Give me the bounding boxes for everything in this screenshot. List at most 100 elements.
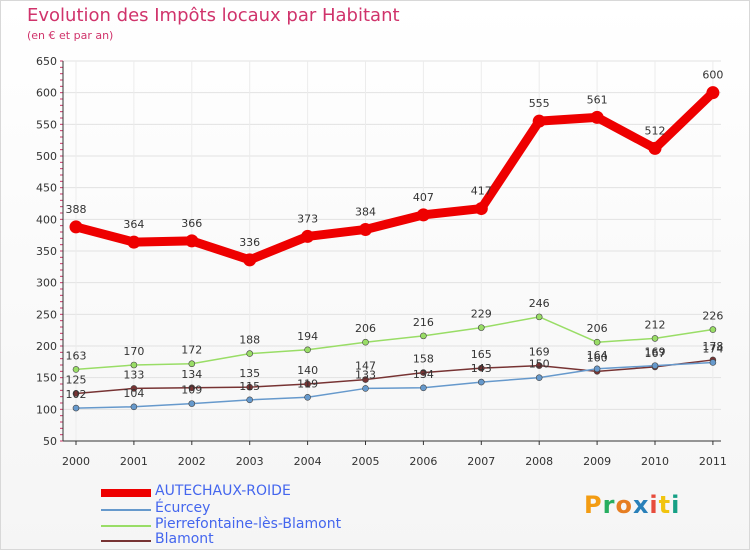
y-tick-label: 550 [36, 118, 57, 131]
data-label: 226 [702, 310, 723, 323]
legend-label: AUTECHAUX-ROIDE [155, 483, 291, 499]
y-tick-label: 50 [43, 435, 57, 448]
y-tick-label: 500 [36, 150, 57, 163]
x-tick-label: 2009 [583, 455, 611, 468]
data-point [474, 202, 488, 216]
x-tick-label: 2001 [120, 455, 148, 468]
data-point [130, 403, 138, 411]
data-label: 147 [355, 360, 376, 373]
chart-title: Evolution des Impôts locaux par Habitant [27, 5, 400, 26]
data-point [477, 364, 485, 372]
data-label: 336 [239, 236, 260, 249]
data-label: 143 [471, 362, 492, 375]
data-point [246, 383, 253, 391]
data-point [362, 338, 369, 346]
series-line-Écurcey [75, 361, 714, 409]
data-point [593, 338, 601, 346]
data-label: 417 [471, 185, 492, 198]
data-point [69, 220, 83, 234]
legend-label: Écurcey [155, 500, 211, 516]
data-point [243, 253, 257, 267]
data-point [535, 374, 543, 381]
data-label: 164 [587, 349, 608, 362]
x-tick-label: 2000 [62, 455, 90, 468]
legend-swatch [101, 540, 151, 542]
x-tick-label: 2010 [641, 455, 669, 468]
data-point [532, 114, 546, 128]
data-point [362, 385, 369, 392]
data-label: 388 [66, 203, 87, 216]
data-point [535, 362, 543, 369]
data-label: 194 [297, 330, 318, 343]
data-label: 133 [123, 368, 144, 381]
data-point [246, 350, 253, 357]
data-point [362, 376, 369, 383]
data-label: 246 [529, 297, 550, 310]
data-point [130, 385, 138, 392]
grid [63, 60, 721, 442]
data-point [477, 378, 485, 386]
data-label: 384 [355, 205, 376, 218]
line-chart: 50 100 150 200 250 300 350 400 450 500 550 600 650 20… [36, 55, 727, 468]
data-label: 600 [702, 69, 723, 82]
x-tick-label: 2011 [699, 455, 727, 468]
series-group [69, 86, 720, 412]
y-tick-label: 350 [36, 245, 57, 258]
y-tick-label: 450 [36, 182, 57, 195]
data-label: 104 [123, 387, 144, 400]
y-tick-label: 150 [36, 372, 57, 385]
logo-letter: i [649, 491, 659, 519]
data-label: 134 [181, 368, 202, 381]
x-tick-label: 2008 [525, 455, 553, 468]
data-label: 134 [413, 368, 434, 381]
data-label: 206 [355, 322, 376, 335]
data-label: 102 [66, 388, 87, 401]
x-tick-label: 2005 [352, 455, 380, 468]
data-label: 178 [702, 340, 723, 353]
data-label: 158 [413, 353, 434, 366]
data-label: 373 [297, 212, 318, 225]
data-label: 163 [66, 349, 87, 362]
chart-subtitle: (en € et par an) [27, 29, 114, 42]
data-label: 167 [645, 347, 666, 360]
legend-label: Pierrefontaine-lès-Blamont [155, 516, 342, 532]
data-label: 119 [297, 377, 318, 390]
data-label: 512 [645, 124, 666, 137]
data-label: 133 [355, 368, 376, 381]
data-point [590, 110, 604, 124]
data-point [420, 384, 427, 392]
data-point [72, 404, 80, 412]
data-label: 165 [471, 348, 492, 361]
data-label: 109 [181, 384, 202, 397]
data-label: 169 [645, 346, 666, 359]
data-point [188, 400, 196, 407]
data-point [185, 234, 199, 248]
data-point [301, 229, 315, 243]
data-label: 555 [529, 97, 550, 110]
logo-letter: o [615, 491, 633, 519]
y-tick-label: 100 [36, 403, 57, 416]
data-label: 216 [413, 316, 434, 329]
data-point [648, 141, 662, 155]
data-label: 364 [123, 218, 144, 231]
y-tick-label: 300 [36, 277, 57, 290]
data-point [304, 393, 311, 401]
data-point [593, 365, 601, 373]
data-label: 150 [529, 358, 550, 371]
x-tick-label: 2006 [409, 455, 437, 468]
proxiti-logo: Proxiti [584, 491, 680, 519]
y-tick-label: 250 [36, 308, 57, 321]
data-label: 188 [239, 334, 260, 347]
axes: 50 100 150 200 250 300 350 400 450 500 550 600 650 20… [36, 55, 727, 468]
data-point [651, 362, 659, 369]
data-label: 140 [297, 364, 318, 377]
data-point [130, 361, 138, 369]
y-tick-label: 400 [36, 213, 57, 226]
x-tick-label: 2003 [236, 455, 264, 468]
data-label: 366 [181, 217, 202, 230]
data-point [709, 359, 717, 366]
y-tick-label: 200 [36, 340, 57, 353]
data-label: 115 [239, 380, 260, 393]
